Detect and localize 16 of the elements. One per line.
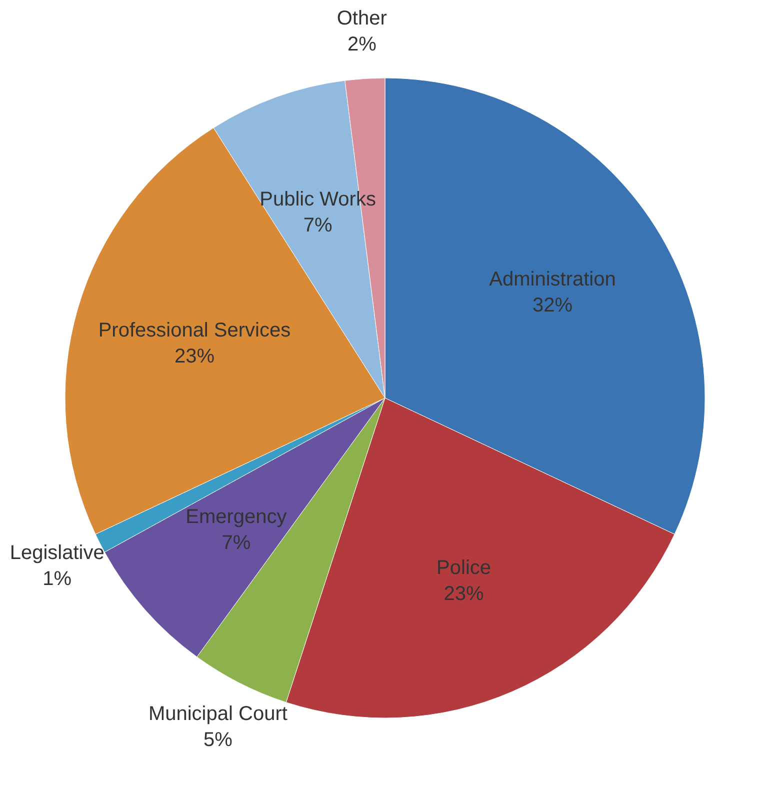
data-label: 1%	[42, 568, 72, 590]
data-label: 5%	[203, 728, 233, 751]
data-label: 32%	[532, 294, 573, 317]
slice-label: Emergency	[186, 506, 287, 528]
data-label: 23%	[174, 346, 215, 368]
data-label: 2%	[347, 34, 377, 56]
data-label: 23%	[444, 583, 484, 606]
data-label: 7%	[222, 532, 251, 554]
data-label: 7%	[303, 214, 332, 236]
slice-label: Municipal Court	[148, 702, 288, 725]
slice-label: Public Works	[260, 188, 376, 210]
slice-label: Administration	[489, 268, 616, 291]
slice-label: Police	[436, 557, 492, 580]
slice-label: Other	[336, 8, 388, 30]
slice-label: Professional Services	[98, 320, 291, 342]
slice-label: Legislative	[10, 542, 104, 564]
